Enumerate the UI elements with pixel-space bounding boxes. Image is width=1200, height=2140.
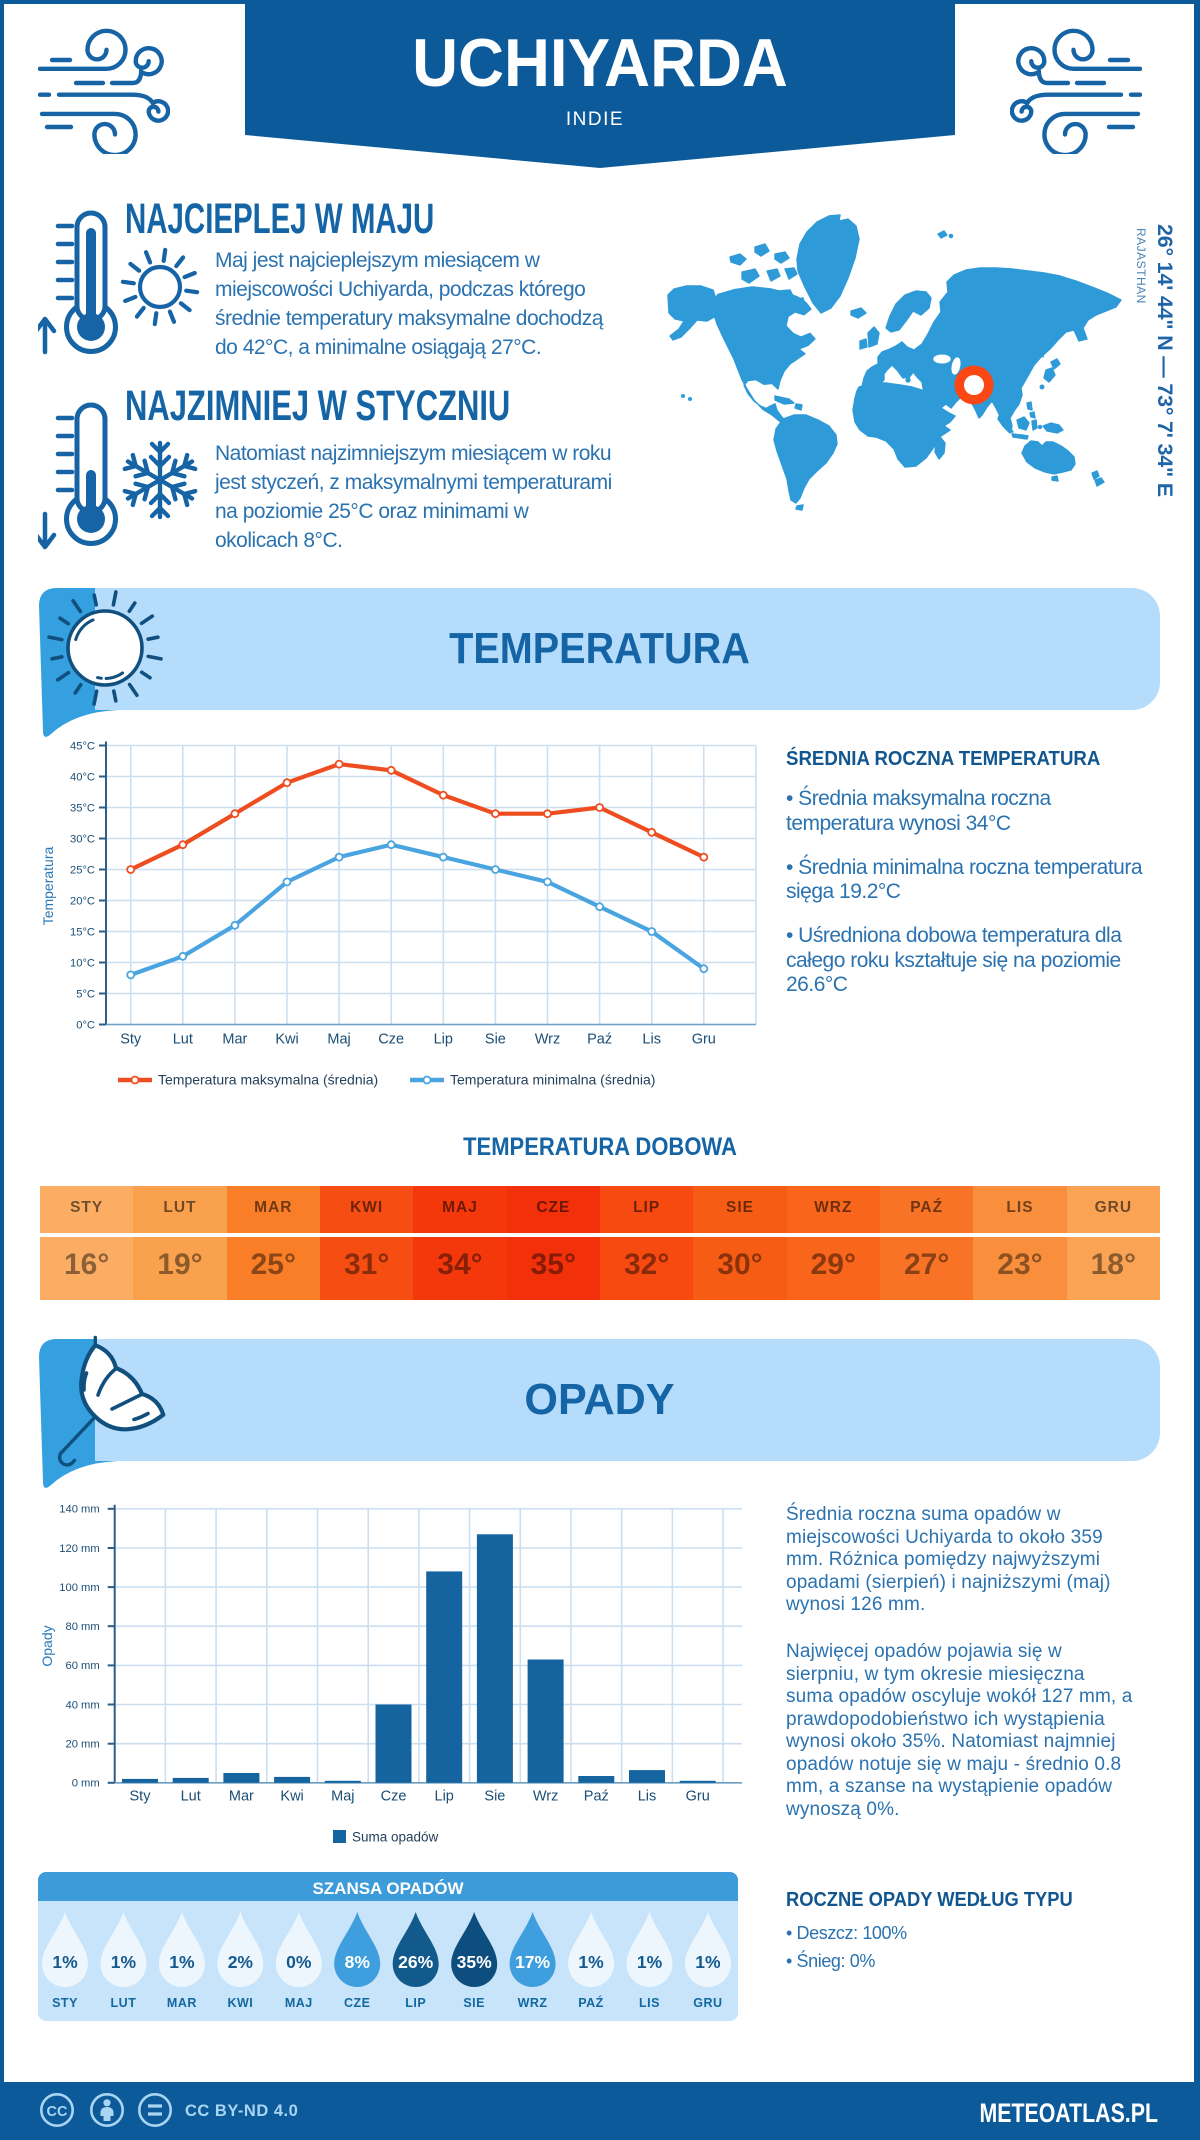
- svg-text:PAŹ: PAŹ: [578, 1995, 604, 2010]
- svg-text:Paź: Paź: [587, 1032, 612, 1048]
- svg-text:Gru: Gru: [686, 1789, 710, 1805]
- svg-text:Mar: Mar: [222, 1032, 247, 1048]
- svg-text:Sie: Sie: [484, 1789, 505, 1805]
- svg-text:60 mm: 60 mm: [65, 1660, 99, 1672]
- svg-text:Sty: Sty: [120, 1032, 142, 1048]
- svg-text:0%: 0%: [286, 1952, 312, 1972]
- svg-text:100 mm: 100 mm: [59, 1582, 99, 1594]
- svg-text:LIP: LIP: [405, 1996, 426, 2010]
- svg-text:8%: 8%: [345, 1952, 371, 1972]
- svg-text:0°C: 0°C: [76, 1019, 95, 1031]
- svg-text:Paź: Paź: [584, 1789, 609, 1805]
- svg-text:25°C: 25°C: [70, 864, 95, 876]
- svg-text:120 mm: 120 mm: [59, 1543, 99, 1555]
- svg-text:Temperatura maksymalna (średni: Temperatura maksymalna (średnia): [158, 1072, 378, 1088]
- svg-text:140 mm: 140 mm: [59, 1504, 99, 1516]
- svg-text:26%: 26%: [398, 1952, 433, 1972]
- svg-text:CZE: CZE: [344, 1996, 371, 2010]
- svg-text:Lip: Lip: [435, 1789, 454, 1805]
- svg-text:Temperatura minimalna (średnia: Temperatura minimalna (średnia): [450, 1072, 655, 1088]
- svg-text:CC: CC: [47, 2104, 68, 2120]
- svg-text:2%: 2%: [228, 1952, 254, 1972]
- svg-text:Lis: Lis: [638, 1789, 657, 1805]
- svg-text:Temperatura: Temperatura: [40, 846, 56, 925]
- svg-text:0 mm: 0 mm: [72, 1778, 100, 1790]
- svg-text:Cze: Cze: [381, 1789, 407, 1805]
- svg-text:Wrz: Wrz: [533, 1789, 559, 1805]
- svg-text:35°C: 35°C: [70, 802, 95, 814]
- svg-text:Sty: Sty: [130, 1789, 152, 1805]
- svg-text:Mar: Mar: [229, 1789, 254, 1805]
- svg-text:Suma opadów: Suma opadów: [352, 1830, 439, 1845]
- svg-text:45°C: 45°C: [70, 740, 95, 752]
- svg-text:Opady: Opady: [39, 1625, 55, 1666]
- svg-text:30°C: 30°C: [70, 833, 95, 845]
- svg-text:Lut: Lut: [173, 1032, 193, 1048]
- svg-text:5°C: 5°C: [76, 988, 95, 1000]
- svg-text:Gru: Gru: [692, 1032, 716, 1048]
- svg-text:10°C: 10°C: [70, 957, 95, 969]
- svg-text:Kwi: Kwi: [275, 1032, 298, 1048]
- svg-text:Lut: Lut: [181, 1789, 201, 1805]
- svg-text:15°C: 15°C: [70, 926, 95, 938]
- svg-text:MAJ: MAJ: [285, 1996, 313, 2010]
- svg-text:Wrz: Wrz: [535, 1032, 561, 1048]
- svg-text:1%: 1%: [52, 1952, 78, 1972]
- svg-text:Maj: Maj: [331, 1789, 354, 1805]
- svg-text:Kwi: Kwi: [280, 1789, 303, 1805]
- svg-text:1%: 1%: [637, 1952, 663, 1972]
- svg-text:20 mm: 20 mm: [65, 1739, 99, 1751]
- svg-text:SIE: SIE: [463, 1996, 485, 2010]
- svg-text:1%: 1%: [578, 1952, 604, 1972]
- svg-text:17%: 17%: [515, 1952, 550, 1972]
- svg-text:40°C: 40°C: [70, 771, 95, 783]
- svg-text:35%: 35%: [457, 1952, 492, 1972]
- svg-text:40 mm: 40 mm: [65, 1699, 99, 1711]
- svg-text:1%: 1%: [169, 1952, 195, 1972]
- svg-text:STY: STY: [52, 1996, 78, 2010]
- svg-text:GRU: GRU: [693, 1996, 722, 2010]
- svg-text:Maj: Maj: [327, 1032, 350, 1048]
- svg-text:LIS: LIS: [639, 1996, 660, 2010]
- svg-text:KWI: KWI: [227, 1996, 253, 2010]
- svg-text:1%: 1%: [695, 1952, 721, 1972]
- svg-text:80 mm: 80 mm: [65, 1621, 99, 1633]
- svg-text:20°C: 20°C: [70, 895, 95, 907]
- svg-text:WRZ: WRZ: [518, 1996, 548, 2010]
- svg-text:Lip: Lip: [434, 1032, 453, 1048]
- svg-text:1%: 1%: [111, 1952, 137, 1972]
- svg-text:Lis: Lis: [642, 1032, 661, 1048]
- svg-text:MAR: MAR: [167, 1996, 197, 2010]
- svg-text:Cze: Cze: [378, 1032, 404, 1048]
- svg-text:LUT: LUT: [111, 1996, 137, 2010]
- svg-text:Sie: Sie: [485, 1032, 506, 1048]
